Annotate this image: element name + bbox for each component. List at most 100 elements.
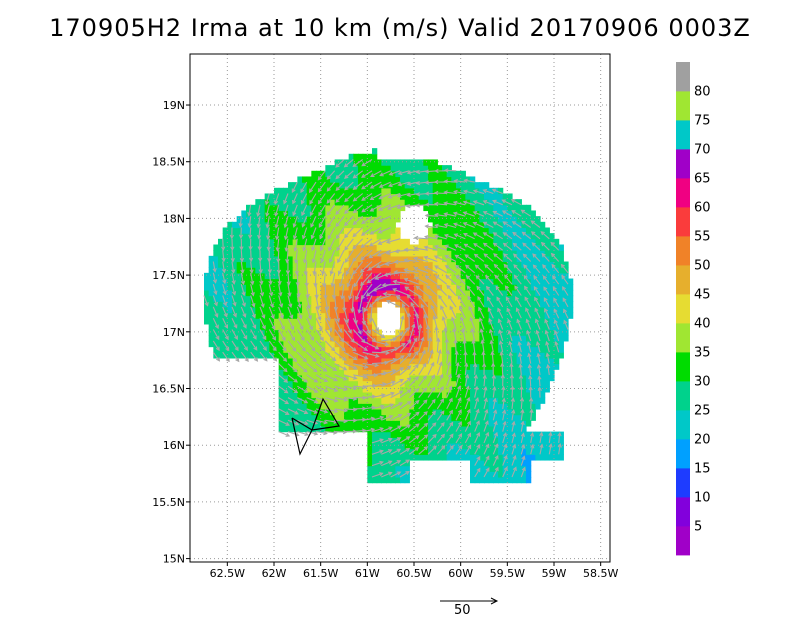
wind-cell [362,216,368,223]
wind-cell [516,261,522,268]
wind-cell [442,250,448,257]
wind-cell [381,357,387,365]
wind-cell [540,437,546,444]
wind-cell [246,312,252,319]
wind-cell [432,165,438,172]
wind-cell [498,369,504,376]
wind-cell [241,227,247,234]
wind-vector [343,385,358,391]
wind-cell [460,295,466,302]
wind-cell [498,459,504,467]
wind-cell [493,244,499,251]
wind-cell [423,437,429,444]
wind-cell [423,431,429,438]
wind-cell [437,250,443,257]
wind-cell [437,204,443,212]
wind-cell [325,170,331,178]
wind-cell [232,261,238,268]
wind-cell [283,312,289,319]
wind-cell [278,199,284,206]
wind-cell [423,357,429,365]
wind-vector [510,397,516,409]
wind-cell [320,210,326,217]
wind-cell [362,165,368,172]
wind-cell [302,278,308,285]
wind-vector [464,362,469,375]
wind-cell [236,244,242,251]
wind-vector [344,170,354,179]
wind-cell [502,352,508,359]
wind-vector [247,216,252,228]
wind-cell [484,233,490,240]
wind-cell [544,380,550,387]
wind-cell [404,170,410,178]
wind-vector [427,361,435,376]
wind-cell [554,238,560,246]
wind-cell [297,216,303,223]
wind-cell [474,369,480,376]
wind-cell [297,403,303,410]
wind-cell [218,244,224,251]
wind-vector [310,215,317,228]
wind-vector [562,297,569,308]
wind-cell [432,340,438,348]
wind-vector [362,351,380,358]
wind-cell [507,386,513,393]
wind-vector [424,202,438,207]
wind-cell [451,295,457,302]
wind-cell [316,250,322,257]
wind-vector [497,307,504,319]
wind-vector [408,376,420,387]
wind-cell [348,170,354,178]
wind-cell [306,391,312,399]
wind-cell [474,363,480,370]
wind-cell [442,454,448,461]
wind-cell [418,329,424,336]
wind-cell [488,391,494,399]
wind-vector [406,170,419,175]
wind-vector [443,168,457,173]
wind-cell [516,199,522,206]
wind-cell [456,318,462,325]
wind-cell [325,369,331,376]
wind-cell [330,369,336,376]
wind-cell [414,250,420,257]
wind-cell [320,318,326,325]
wind-cell [446,329,452,336]
wind-vector [537,386,542,398]
wind-cell [437,210,443,217]
wind-vector [304,272,309,288]
wind-vector [333,295,339,312]
wind-cell [526,250,532,257]
wind-cell [395,233,401,240]
wind-cell [521,448,527,455]
wind-cell [330,306,336,314]
wind-cell [465,437,471,444]
wind-vector [436,433,446,444]
lat-lon-grid [190,54,610,562]
wind-cell [395,346,401,353]
wind-vector [297,431,309,437]
wind-vector [472,189,485,195]
wind-vector [334,329,345,343]
wind-vector [507,329,513,342]
wind-cell [442,448,448,455]
wind-cell [372,414,378,421]
wind-vector [520,408,525,421]
wind-cell [493,380,499,387]
wind-cell [260,250,266,257]
wind-cell [353,408,359,416]
wind-cell [442,284,448,291]
wind-vector [520,420,525,432]
wind-vector [503,253,513,262]
wind-vector [221,250,226,263]
wind-cell [465,335,471,342]
wind-cell [260,233,266,240]
wind-cell [470,267,476,274]
wind-cell [488,199,494,206]
wind-cell [432,204,438,212]
wind-cell [554,437,560,444]
wind-vector [362,427,376,433]
wind-cell [530,397,536,404]
wind-cell [236,295,242,302]
